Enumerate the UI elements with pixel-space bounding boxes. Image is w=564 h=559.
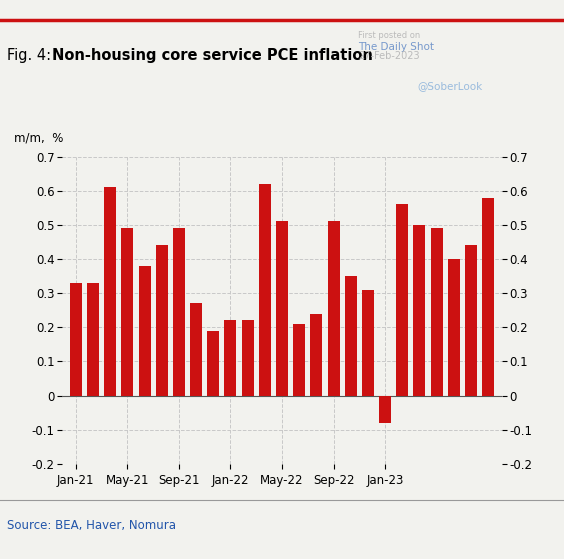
Bar bbox=[139, 266, 151, 396]
Bar bbox=[70, 283, 82, 396]
Text: Source: BEA, Haver, Nomura: Source: BEA, Haver, Nomura bbox=[7, 519, 176, 532]
Bar bbox=[224, 320, 236, 396]
Text: First posted on: First posted on bbox=[358, 31, 420, 40]
Text: Fig. 4:: Fig. 4: bbox=[7, 48, 60, 63]
Text: Non-housing core service PCE inflation: Non-housing core service PCE inflation bbox=[52, 48, 373, 63]
Bar bbox=[396, 205, 408, 396]
Bar bbox=[87, 283, 99, 396]
Text: 27-Feb-2023: 27-Feb-2023 bbox=[358, 51, 420, 61]
Bar bbox=[173, 228, 185, 396]
Text: m/m,  %: m/m, % bbox=[14, 131, 63, 144]
Text: @SoberLook: @SoberLook bbox=[417, 81, 483, 91]
Bar bbox=[259, 184, 271, 396]
Bar bbox=[121, 228, 133, 396]
Bar bbox=[310, 314, 323, 396]
Bar bbox=[328, 221, 340, 396]
Text: The Daily Shot: The Daily Shot bbox=[358, 42, 434, 52]
Bar bbox=[293, 324, 305, 396]
Bar bbox=[345, 276, 357, 396]
Bar bbox=[448, 259, 460, 396]
Bar bbox=[190, 304, 202, 396]
Bar bbox=[104, 187, 116, 396]
Bar bbox=[362, 290, 374, 396]
Bar bbox=[413, 225, 425, 396]
Bar bbox=[207, 331, 219, 396]
Bar bbox=[431, 228, 443, 396]
Bar bbox=[276, 221, 288, 396]
Bar bbox=[482, 197, 494, 396]
Bar bbox=[379, 396, 391, 423]
Bar bbox=[465, 245, 477, 396]
Bar bbox=[241, 320, 254, 396]
Bar bbox=[156, 245, 168, 396]
